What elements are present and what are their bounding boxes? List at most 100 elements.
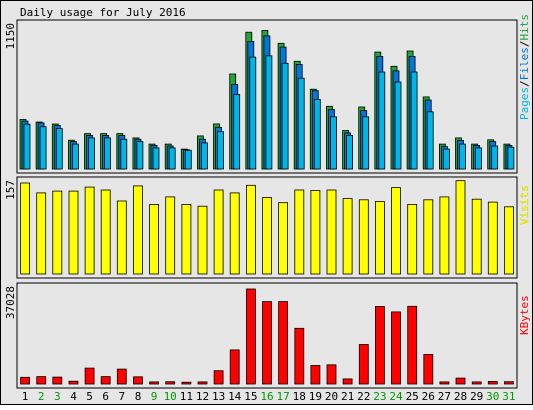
bar-visits-day-9 — [149, 203, 160, 275]
bar-kbytes-day-4 — [68, 380, 79, 385]
day-label-7: 7 — [118, 390, 125, 403]
bar-visits-day-2 — [36, 192, 47, 275]
bar-visits-day-14 — [229, 192, 240, 275]
bar-kbytes-day-15 — [245, 288, 256, 385]
bar-visits-day-19 — [310, 190, 321, 275]
bar-pages-day-16 — [265, 55, 273, 170]
bar-kbytes-day-22 — [358, 344, 369, 385]
day-label-11: 11 — [180, 390, 193, 403]
bar-visits-day-7 — [116, 200, 127, 275]
day-label-8: 8 — [135, 390, 142, 403]
bar-kbytes-day-12 — [197, 381, 208, 385]
day-label-18: 18 — [293, 390, 306, 403]
bar-kbytes-day-30 — [487, 380, 498, 385]
day-label-24: 24 — [389, 390, 403, 403]
bar-kbytes-day-26 — [423, 354, 434, 385]
panel-hits-max-label: 1150 — [4, 23, 17, 50]
bar-visits-day-22 — [358, 199, 369, 275]
day-label-2: 2 — [38, 390, 45, 403]
bar-visits-day-1 — [20, 182, 31, 275]
bar-visits-day-17 — [278, 202, 289, 275]
panel-kbytes: 37028 KBytes — [4, 282, 531, 389]
bar-visits-day-30 — [487, 201, 498, 275]
chart-title: Daily usage for July 2016 — [20, 6, 186, 19]
day-label-30: 30 — [486, 390, 499, 403]
day-label-12: 12 — [196, 390, 209, 403]
legend-entry: KBytes — [518, 295, 531, 335]
day-label-31: 31 — [502, 390, 515, 403]
bar-kbytes-day-18 — [294, 327, 305, 385]
bar-kbytes-day-28 — [455, 377, 466, 385]
bar-visits-day-25 — [407, 203, 418, 275]
panel-frame — [16, 176, 518, 279]
bar-visits-day-23 — [374, 201, 385, 275]
bar-kbytes-day-11 — [181, 381, 192, 385]
bar-pages-day-19 — [313, 99, 321, 170]
legend-entry: Hits — [518, 14, 531, 41]
bar-pages-day-30 — [491, 145, 499, 170]
bar-kbytes-day-17 — [278, 301, 289, 385]
panel-kbytes-max-label: 37028 — [4, 286, 17, 319]
chart-panels: 1150 Pages/Files/Hits 157 Visits 37028 KBytes — [4, 14, 531, 389]
bar-pages-day-4 — [72, 143, 79, 170]
bar-kbytes-day-7 — [116, 368, 127, 385]
bar-pages-day-26 — [426, 111, 434, 170]
bar-kbytes-day-9 — [149, 381, 160, 385]
bar-pages-day-28 — [459, 143, 466, 170]
legend-entry: / — [518, 41, 531, 48]
day-label-19: 19 — [309, 390, 322, 403]
legend-entry: Visits — [518, 185, 531, 225]
bar-visits-day-18 — [294, 189, 305, 275]
bar-visits-day-4 — [68, 190, 79, 275]
bar-visits-day-28 — [455, 180, 466, 275]
day-label-26: 26 — [422, 390, 435, 403]
panel-visits: 157 Visits — [4, 176, 531, 279]
day-label-5: 5 — [86, 390, 93, 403]
bar-visits-day-16 — [262, 197, 272, 275]
day-label-6: 6 — [102, 390, 109, 403]
day-label-29: 29 — [470, 390, 483, 403]
bar-visits-day-5 — [84, 186, 95, 275]
bar-kbytes-day-23 — [374, 306, 385, 385]
bar-pages-day-8 — [136, 141, 144, 170]
bar-visits-day-10 — [165, 196, 176, 275]
bar-kbytes-day-3 — [52, 376, 63, 385]
panel-hits-legend: Pages/Files/Hits — [518, 14, 531, 120]
day-label-17: 17 — [276, 390, 289, 403]
bar-kbytes-day-5 — [84, 367, 95, 385]
bar-pages-day-20 — [330, 116, 337, 170]
day-label-22: 22 — [357, 390, 370, 403]
panel-frame — [16, 282, 518, 389]
day-label-21: 21 — [341, 390, 354, 403]
day-axis-labels: 1 2 3 4 5 6 7 8 9 10 11 12 13 14 15 16 17 18 19 20 21 22 23 24 2… — [22, 390, 516, 403]
bar-kbytes-day-13 — [213, 370, 224, 385]
bar-kbytes-day-19 — [310, 365, 321, 385]
day-label-16: 16 — [260, 390, 273, 403]
legend-entry: / — [518, 80, 531, 87]
bar-visits-day-6 — [100, 189, 111, 275]
bar-visits-day-29 — [471, 198, 482, 275]
bar-pages-day-10 — [168, 147, 176, 170]
bar-kbytes-day-21 — [342, 378, 353, 385]
day-label-10: 10 — [164, 390, 177, 403]
bar-pages-day-12 — [200, 142, 208, 170]
day-label-25: 25 — [406, 390, 419, 403]
day-label-15: 15 — [244, 390, 257, 403]
day-label-28: 28 — [454, 390, 467, 403]
bar-kbytes-day-1 — [20, 376, 31, 385]
bar-visits-day-21 — [342, 198, 353, 275]
bar-pages-day-24 — [394, 81, 402, 170]
bar-pages-day-11 — [184, 149, 192, 170]
bar-pages-day-21 — [346, 134, 354, 170]
bar-visits-day-11 — [181, 203, 192, 275]
bar-pages-day-14 — [233, 94, 241, 170]
bar-pages-day-3 — [55, 128, 63, 170]
legend-entry: Pages — [518, 87, 531, 120]
bar-pages-day-15 — [249, 56, 257, 170]
bar-kbytes-day-8 — [133, 376, 143, 385]
bar-kbytes-day-24 — [391, 311, 401, 385]
day-label-14: 14 — [228, 390, 242, 403]
bar-pages-day-18 — [297, 77, 305, 170]
